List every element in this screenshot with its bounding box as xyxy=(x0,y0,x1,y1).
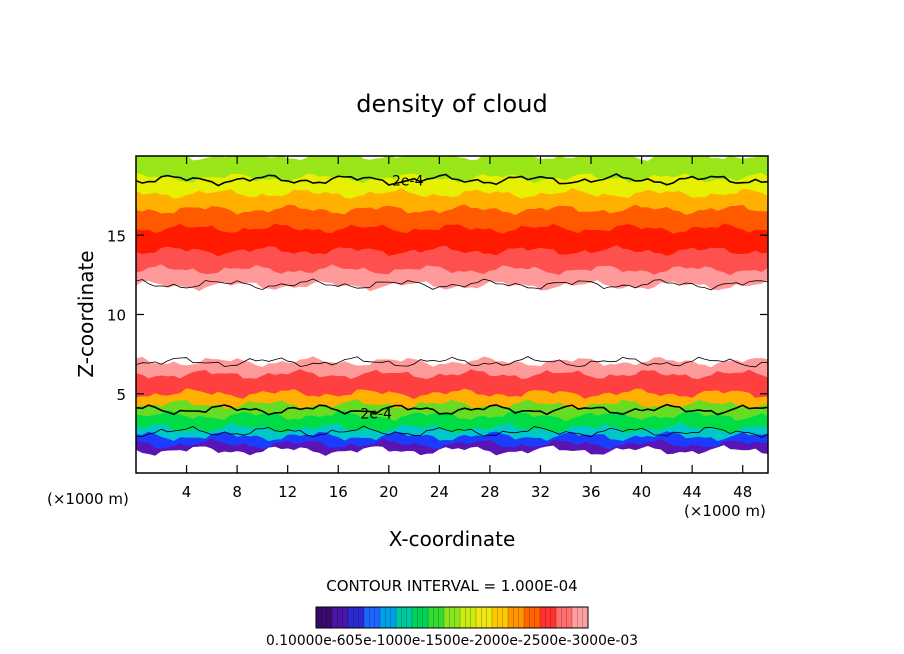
y-tick-label: 5 xyxy=(116,386,126,404)
x-unit-right: (×1000 m) xyxy=(684,502,766,520)
colorbar-swatch xyxy=(556,607,573,628)
contour-line xyxy=(136,403,768,416)
colorbar-swatch xyxy=(364,607,381,628)
colorbar-swatch xyxy=(476,607,493,628)
colorbar-swatch xyxy=(412,607,429,628)
x-tick-label: 32 xyxy=(531,483,550,501)
colorbar-swatch xyxy=(380,607,397,628)
heatmap-area xyxy=(136,156,768,473)
x-tick-label: 40 xyxy=(632,483,651,501)
colorbar-swatch xyxy=(348,607,365,628)
y-axis-label: Z-coordinate xyxy=(74,250,98,377)
colorbar-frame xyxy=(315,606,589,629)
x-tick-label: 4 xyxy=(182,483,192,501)
contour-labels: 2e-4 2e-4 xyxy=(360,173,424,422)
x-axis-label: X-coordinate xyxy=(389,527,516,551)
contour-line xyxy=(136,356,768,368)
x-unit-left: (×1000 m) xyxy=(47,490,129,508)
contour-interval-text: CONTOUR INTERVAL = 1.000E-04 xyxy=(326,577,577,595)
x-tick-label: 48 xyxy=(733,483,752,501)
x-tick-label: 12 xyxy=(278,483,297,501)
colorbar-swatch xyxy=(508,607,525,628)
chart-title: density of cloud xyxy=(356,90,547,118)
colorbar-tick-labels: 0.10000e-605e-1000e-1500e-2000e-2500e-30… xyxy=(266,633,638,649)
colorbar-swatch xyxy=(444,607,461,628)
colorbar-swatch xyxy=(428,607,445,628)
x-tick-label: 16 xyxy=(329,483,348,501)
x-tick-label: 20 xyxy=(379,483,398,501)
colorbar-swatch xyxy=(332,607,349,628)
colorbar-swatch xyxy=(396,607,413,628)
x-tick-label: 8 xyxy=(232,483,242,501)
x-axis: 4 8 12 16 20 24 28 32 36 40 44 48 xyxy=(182,156,752,501)
colorbar-swatch xyxy=(540,607,557,628)
heatmap-band xyxy=(136,445,768,473)
contour-label: 2e-4 xyxy=(392,173,424,189)
colorbar-swatch xyxy=(492,607,509,628)
heatmap-band xyxy=(136,279,768,368)
y-axis: 5 10 15 xyxy=(107,227,768,404)
colorbar-swatch xyxy=(460,607,477,628)
y-tick-label: 15 xyxy=(107,227,126,245)
x-tick-label: 44 xyxy=(683,483,702,501)
colorbar xyxy=(315,606,589,629)
x-tick-label: 28 xyxy=(480,483,499,501)
x-tick-label: 36 xyxy=(581,483,600,501)
contour-line xyxy=(136,425,768,438)
colorbar-swatch xyxy=(524,607,541,628)
x-tick-label: 24 xyxy=(430,483,449,501)
contour-label: 2e-4 xyxy=(360,406,392,422)
colorbar-swatch xyxy=(572,607,589,628)
contour-line xyxy=(136,278,768,291)
colorbar-swatch xyxy=(316,607,333,628)
contour-line xyxy=(136,173,768,187)
y-tick-label: 10 xyxy=(107,307,126,325)
